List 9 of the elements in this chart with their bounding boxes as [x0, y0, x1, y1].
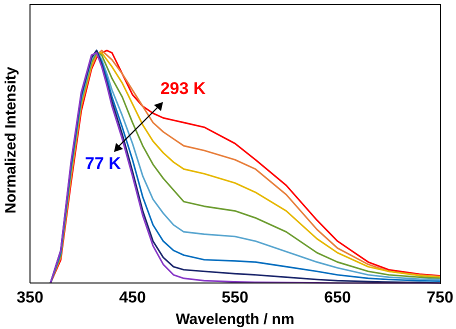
annotation: 77 K [85, 154, 121, 174]
x-tick-label: 650 [324, 289, 351, 306]
x-axis-title: Wavelength / nm [176, 311, 294, 328]
y-axis-title: Normalized Intensity [2, 66, 20, 214]
x-tick-label: 350 [16, 289, 44, 306]
x-tick-label: 450 [119, 289, 146, 306]
annotation: 293 K [160, 79, 206, 99]
x-tick-label: 550 [222, 289, 248, 306]
x-tick-label: 750 [426, 289, 454, 306]
